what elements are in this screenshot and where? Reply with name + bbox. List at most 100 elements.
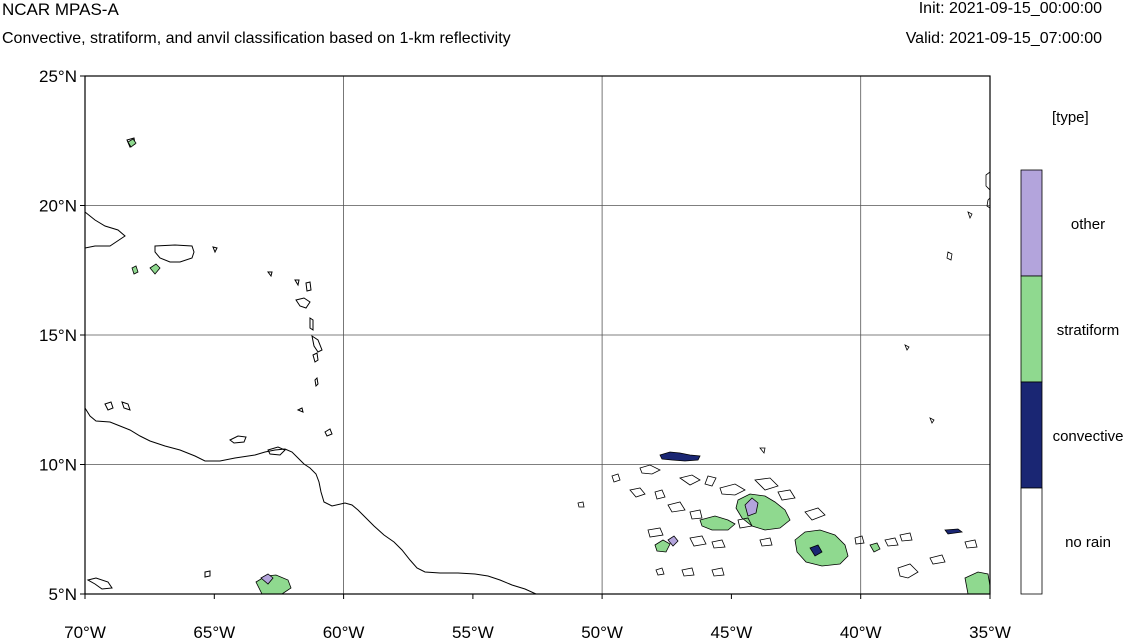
stratiform-area [964,571,990,594]
lat-tick-label: 15°N [39,326,77,345]
lon-tick-label: 70°W [64,623,106,641]
island-small-4 [86,577,113,590]
puerto-rico [154,244,195,263]
rain-outline [711,567,725,577]
lon-tick-label: 45°W [711,623,753,641]
legend-swatch-stratiform [1020,275,1043,383]
island-dominica [309,317,314,331]
other-area [260,573,274,585]
legend-swatch-other [1020,169,1043,277]
rain-outline [577,501,585,508]
rain-outline [897,563,919,579]
island-st-kitts [294,279,300,287]
island-curacao [121,401,131,411]
rain-outline [904,344,910,351]
rain-outline [639,464,661,475]
gridlines [85,76,990,594]
map-subtitle: Convective, stratiform, and anvil classi… [2,30,511,47]
legend-label-stratiform: stratiform [1057,322,1120,339]
rain-outline [777,489,796,501]
rain-outline [737,517,753,529]
hispaniola [85,211,126,249]
stratiform-area [654,539,671,553]
lon-tick-marks [84,594,991,599]
precip-outlines [577,171,990,579]
island-aruba [104,401,114,411]
rain-outline [655,567,665,576]
lon-tick-label: 65°W [193,623,235,641]
rain-outline [929,554,946,565]
rain-outline [681,567,695,577]
rain-outline [719,483,746,496]
rain-outline [647,527,664,538]
rain-outline [929,417,935,424]
island-guadeloupe [295,297,311,309]
rain-outline [986,197,990,209]
rain-outline [759,447,766,454]
lat-tick-label: 25°N [39,67,77,86]
rain-outline [679,474,701,486]
convective-area [944,528,964,535]
legend-label-convective: convective [1053,428,1124,445]
south-america-coastline [85,407,537,594]
rain-outline [804,507,826,521]
legend-label-other: other [1071,216,1105,233]
rain-outline [689,535,707,547]
map-title: NCAR MPAS-A [2,0,119,19]
stratiform-area [869,542,881,553]
legend-swatch-convective [1020,381,1043,489]
rain-outline [946,251,953,261]
island-stlucia [312,352,319,363]
island-tobago [267,446,286,456]
island-small-1 [267,271,273,278]
other-area [667,535,679,547]
island-small-3 [204,570,211,578]
rain-outline [899,532,913,542]
rain-outline [964,539,978,549]
island-trinidad [229,435,247,444]
lon-tick-label: 40°W [840,623,882,641]
legend-swatch-no-rain [1020,487,1043,595]
legend: [type] other stratiform convective no ra… [1020,109,1124,595]
lon-tick-label: 35°W [969,623,1011,641]
legend-title: [type] [1052,109,1089,126]
lat-tick-label: 5°N [48,585,77,604]
island-barbados [324,428,333,437]
rain-outline [967,211,973,220]
stratiform-area [131,265,139,275]
island-martinique [311,334,323,353]
rain-outline [629,487,646,498]
island-grenada [296,407,304,413]
rain-outline [667,501,686,513]
lon-tick-labels: 70°W 65°W 60°W 55°W 50°W 45°W 40°W 35°W [64,623,1011,641]
rain-outline [611,473,621,483]
island-small-2 [212,246,218,254]
lon-tick-label: 50°W [581,623,623,641]
island-stvincent [314,376,319,388]
rain-outline [985,171,990,191]
rain-outline [704,475,717,487]
stratiform-area [127,138,137,148]
stratiform-area [794,529,849,567]
rain-outline [711,539,726,549]
rain-outline [884,537,899,547]
rain-outline [754,477,779,491]
legend-label-no-rain: no rain [1065,534,1111,551]
stratiform-area [699,515,736,531]
lon-tick-label: 55°W [452,623,494,641]
stratiform-area [149,263,161,275]
other-area [744,497,759,517]
rain-outline [654,489,666,500]
lat-tick-label: 20°N [39,197,77,216]
precip-features [127,138,990,594]
rain-outline [689,509,703,520]
convective-area [659,451,701,462]
rain-outline [854,535,865,545]
valid-time: Valid: 2021-09-15_07:00:00 [905,30,1102,47]
convective-area [809,544,823,557]
lon-tick-label: 60°W [323,623,365,641]
init-time: Init: 2021-09-15_00:00:00 [918,0,1102,17]
lat-tick-labels: 5°N 10°N 15°N 20°N 25°N [39,67,77,604]
coastlines [85,137,537,594]
